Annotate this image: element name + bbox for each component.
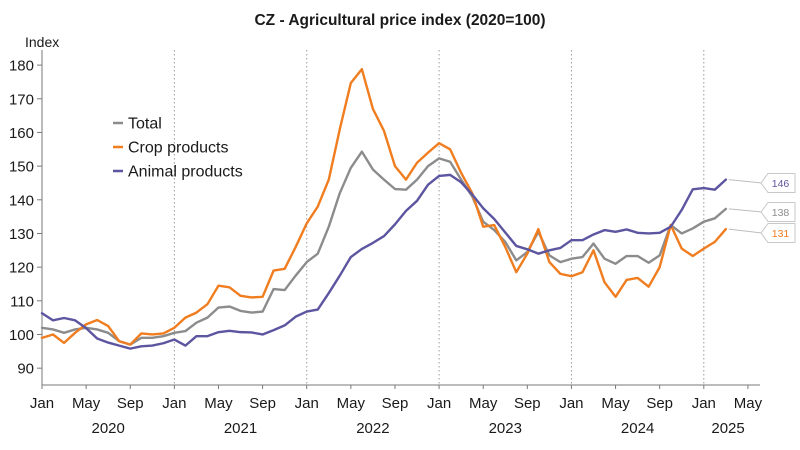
x-year-label: 2021 <box>224 420 257 437</box>
y-tick-label: 110 <box>10 293 34 310</box>
x-tick-label: Jan <box>427 395 451 412</box>
end-value-label: 146 <box>772 178 790 190</box>
x-tick-label: Sep <box>117 395 144 412</box>
legend-label: Crop products <box>128 140 229 157</box>
x-tick-label: Jan <box>162 395 186 412</box>
end-value-label: 138 <box>772 207 790 219</box>
end-label-leader <box>728 208 763 213</box>
y-tick-label: 90 <box>17 361 34 378</box>
x-tick-label: Jan <box>295 395 319 412</box>
y-tick-label: 100 <box>9 327 34 344</box>
x-tick-label: Jan <box>692 395 716 412</box>
end-label-box <box>760 202 796 222</box>
series-line-total <box>40 150 728 346</box>
x-tick-label: May <box>72 395 101 412</box>
series-line-crop-products <box>40 67 728 346</box>
end-label-box <box>760 173 796 193</box>
x-tick-label: May <box>601 395 630 412</box>
x-tick-label: Sep <box>646 395 673 412</box>
x-year-label: 2022 <box>356 420 389 437</box>
y-tick-label: 120 <box>9 260 34 277</box>
chart-title: CZ - Agricultural price index (2020=100) <box>254 12 545 29</box>
end-value-label: 131 <box>772 228 790 240</box>
x-tick-label: May <box>734 395 763 412</box>
x-tick-label: May <box>337 395 366 412</box>
x-tick-label: Sep <box>249 395 276 412</box>
y-tick-label: 150 <box>9 159 34 176</box>
end-label-leader <box>728 179 763 184</box>
grid-lines <box>173 50 705 385</box>
x-tick-label: Jan <box>30 395 54 412</box>
x-year-label: 2025 <box>711 420 744 437</box>
x-tick-label: May <box>204 395 233 412</box>
x-tick-label: May <box>469 395 498 412</box>
y-tick-label: 170 <box>9 91 34 108</box>
series-lines <box>40 67 728 350</box>
legend: Total Crop products Animal products <box>113 116 243 181</box>
x-year-label: 2023 <box>489 420 522 437</box>
x-year-label: 2024 <box>621 420 654 437</box>
x-tick-label: Sep <box>514 395 541 412</box>
legend-label: Animal products <box>128 164 243 181</box>
x-tick-label: Jan <box>559 395 583 412</box>
series-line-animal-products <box>40 173 728 350</box>
legend-label: Total <box>128 116 162 133</box>
x-year-label: 2020 <box>91 420 124 437</box>
y-tick-label: 140 <box>9 192 34 209</box>
y-tick-label: 160 <box>9 125 34 142</box>
end-label-box <box>760 223 796 243</box>
y-tick-label: 130 <box>9 226 34 243</box>
y-tick-label: 180 <box>9 58 34 75</box>
x-tick-label: Sep <box>382 395 409 412</box>
end-label-leader <box>728 228 763 234</box>
end-value-labels: 138 131 146 <box>728 173 796 243</box>
axes: 90 100 110 120 130 140 150 160 170 180 Jan May Sep Ja… <box>9 50 763 437</box>
y-axis-label: Index <box>25 34 59 50</box>
